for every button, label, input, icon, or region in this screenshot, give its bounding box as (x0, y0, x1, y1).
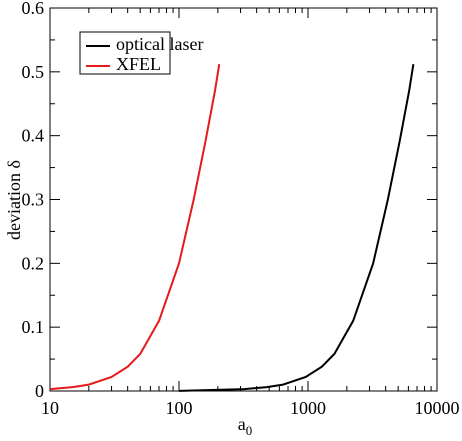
y-tick-label: 0.4 (22, 126, 45, 146)
y-tick-label: 0.1 (22, 317, 45, 337)
x-axis-label-sub: 0 (246, 423, 253, 436)
legend-label: optical laser (116, 34, 203, 54)
x-axis-label: a0 (238, 414, 253, 436)
x-tick-label: 10000 (415, 398, 460, 418)
y-tick-label: 0.2 (22, 253, 45, 273)
series-line (49, 64, 221, 391)
x-tick-label: 100 (166, 398, 193, 418)
y-axis-label: deviation δ (4, 160, 24, 240)
x-axis-label-base: a (238, 414, 246, 434)
x-tick-label: 10 (41, 398, 59, 418)
series-line (178, 64, 415, 392)
x-tick-label: 1000 (290, 398, 326, 418)
legend-label: XFEL (116, 54, 161, 74)
y-tick-label: 0.6 (22, 0, 45, 18)
y-tick-label: 0 (35, 381, 44, 401)
y-tick-label: 0.3 (22, 190, 45, 210)
y-tick-label: 0.5 (22, 62, 45, 82)
